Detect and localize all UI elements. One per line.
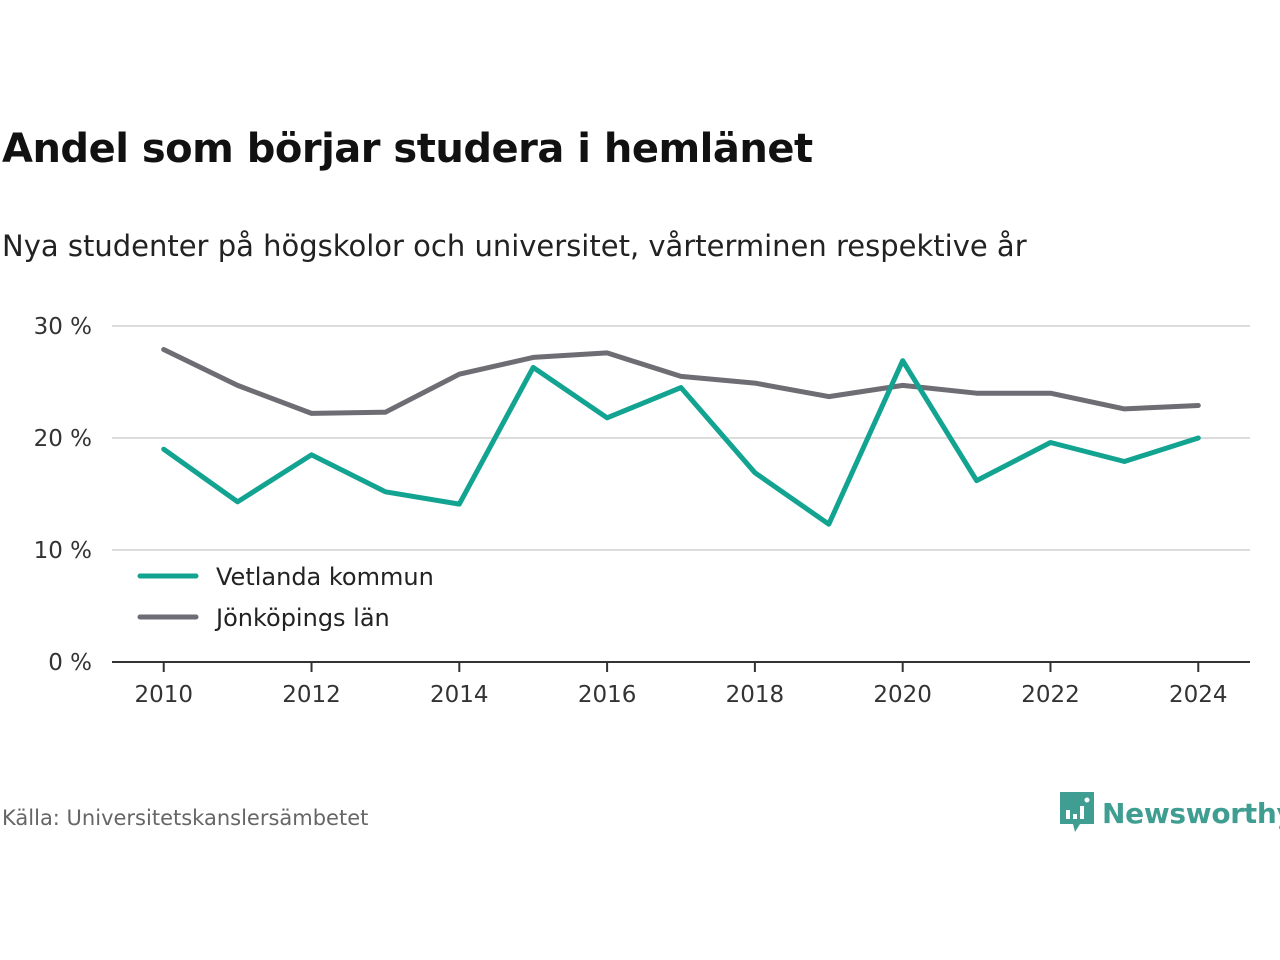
chart-subtitle: Nya studenter på högskolor och universit… — [2, 229, 1027, 263]
y-tick-label: 0 % — [48, 650, 92, 676]
y-axis-tick-labels: 0 % 10 % 20 % 30 % — [34, 314, 92, 676]
legend: Vetlanda kommun Jönköpings län — [137, 563, 434, 632]
legend-label: Vetlanda kommun — [216, 563, 434, 591]
x-tick-label: 2022 — [1021, 682, 1080, 708]
y-tick-label: 10 % — [34, 538, 92, 564]
logo-text: Newsworthy — [1102, 796, 1280, 830]
y-tick-label: 20 % — [34, 426, 92, 452]
newsworthy-logo[interactable]: Newsworthy — [1058, 790, 1280, 836]
series-line-0 — [161, 358, 1201, 527]
source-note: Källa: Universitetskanslersämbetet — [2, 806, 369, 830]
series-line-1 — [161, 347, 1201, 416]
x-tick-label: 2010 — [134, 682, 193, 708]
chart-title: Andel som börjar studera i hemlänet — [2, 126, 813, 172]
x-tick-label: 2016 — [578, 682, 637, 708]
x-tick-label: 2018 — [726, 682, 785, 708]
line-chart: 0 % 10 % 20 % 30 % 2010 2012 2014 2016 2018 2020… — [34, 314, 1250, 708]
x-tick-label: 2024 — [1169, 682, 1228, 708]
y-tick-label: 30 % — [34, 314, 92, 340]
newsworthy-logo-icon — [1060, 792, 1094, 832]
x-tick-label: 2014 — [430, 682, 489, 708]
x-tick-label: 2012 — [282, 682, 341, 708]
series-lines — [161, 347, 1201, 527]
grid-lines — [112, 325, 1250, 551]
legend-label: Jönköpings län — [214, 604, 390, 632]
x-axis-ticks: 2010 2012 2014 2016 2018 2020 2022 2024 — [134, 662, 1228, 708]
x-tick-label: 2020 — [873, 682, 932, 708]
